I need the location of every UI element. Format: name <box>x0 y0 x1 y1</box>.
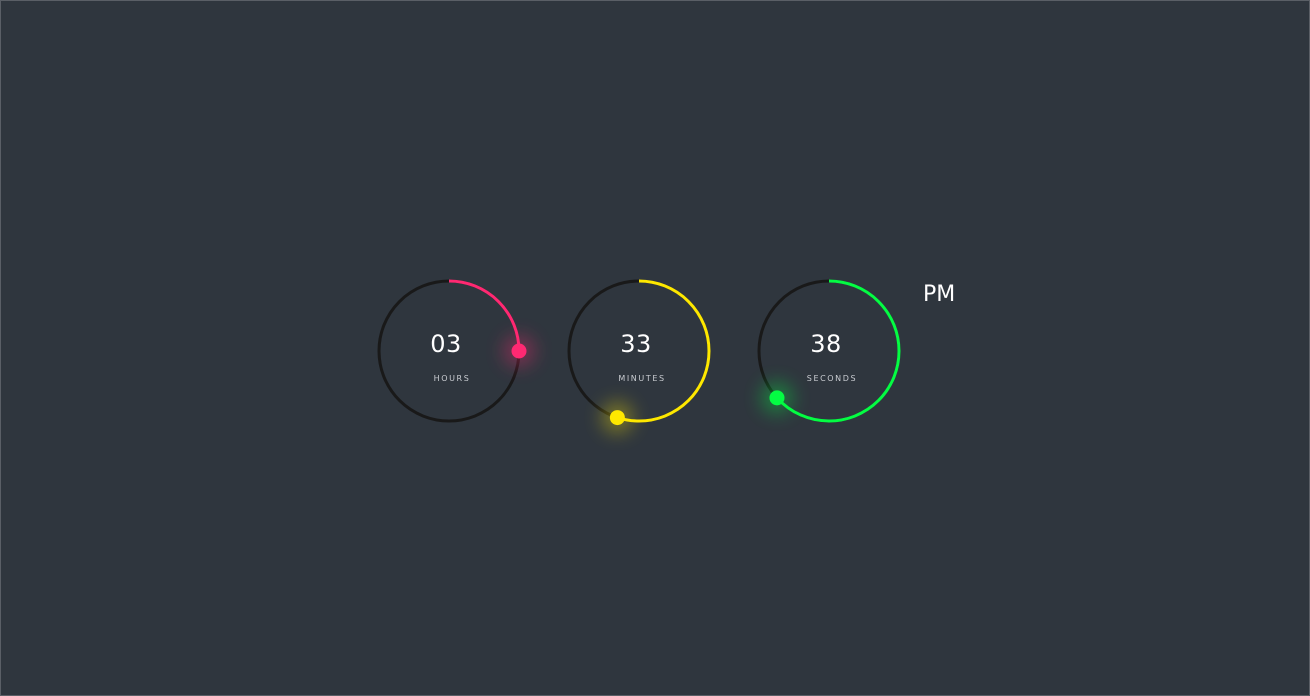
seconds-dial: 38 SECONDS <box>754 276 904 426</box>
hours-value: 03 <box>430 330 462 358</box>
hours-dot <box>511 343 527 359</box>
seconds-progress-arc <box>757 279 901 423</box>
seconds-value: 38 <box>810 330 842 358</box>
seconds-dot <box>769 390 785 406</box>
minutes-dial: 33 MINUTES <box>564 276 714 434</box>
seconds-ring <box>757 279 901 423</box>
seconds-label: SECONDS <box>806 374 858 383</box>
hours-ring <box>377 279 535 423</box>
am-pm-indicator: PM <box>923 282 956 307</box>
minutes-ring <box>567 279 711 434</box>
minutes-label: MINUTES <box>618 374 666 383</box>
minutes-progress-arc <box>567 279 711 423</box>
minutes-dot <box>609 410 625 426</box>
minutes-value: 33 <box>620 330 652 358</box>
hours-dial: 03 HOURS <box>374 276 535 426</box>
hours-label: HOURS <box>433 374 471 383</box>
